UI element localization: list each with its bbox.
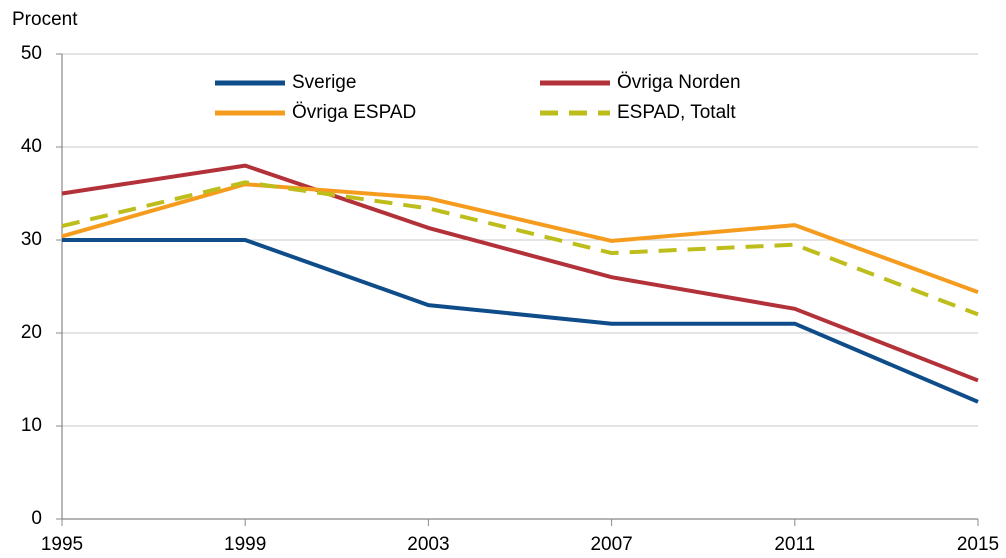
x-tick-label: 2015: [957, 534, 999, 555]
y-tick-label: 30: [21, 229, 42, 250]
legend-label: Sverige: [292, 72, 356, 93]
x-tick-label: 1999: [224, 534, 266, 555]
y-tick-label: 10: [21, 415, 42, 436]
y-axis-label: Procent: [12, 9, 78, 30]
series-line: [61, 163, 979, 383]
series-line: [62, 238, 979, 404]
legend-label: Övriga ESPAD: [292, 102, 416, 123]
y-tick-label: 50: [21, 43, 42, 64]
x-tick-label: 1995: [41, 534, 83, 555]
y-tick-label: 40: [21, 136, 42, 157]
series-line: [61, 182, 979, 294]
y-tick-label: 0: [31, 508, 42, 529]
legend-label: Övriga Norden: [617, 72, 741, 93]
legend-label: ESPAD, Totalt: [617, 102, 736, 123]
x-tick-label: 2007: [590, 534, 632, 555]
y-tick-label: 20: [21, 322, 42, 343]
series-line: [61, 180, 979, 317]
x-tick-label: 2011: [774, 534, 815, 555]
x-tick-label: 2003: [407, 534, 449, 555]
